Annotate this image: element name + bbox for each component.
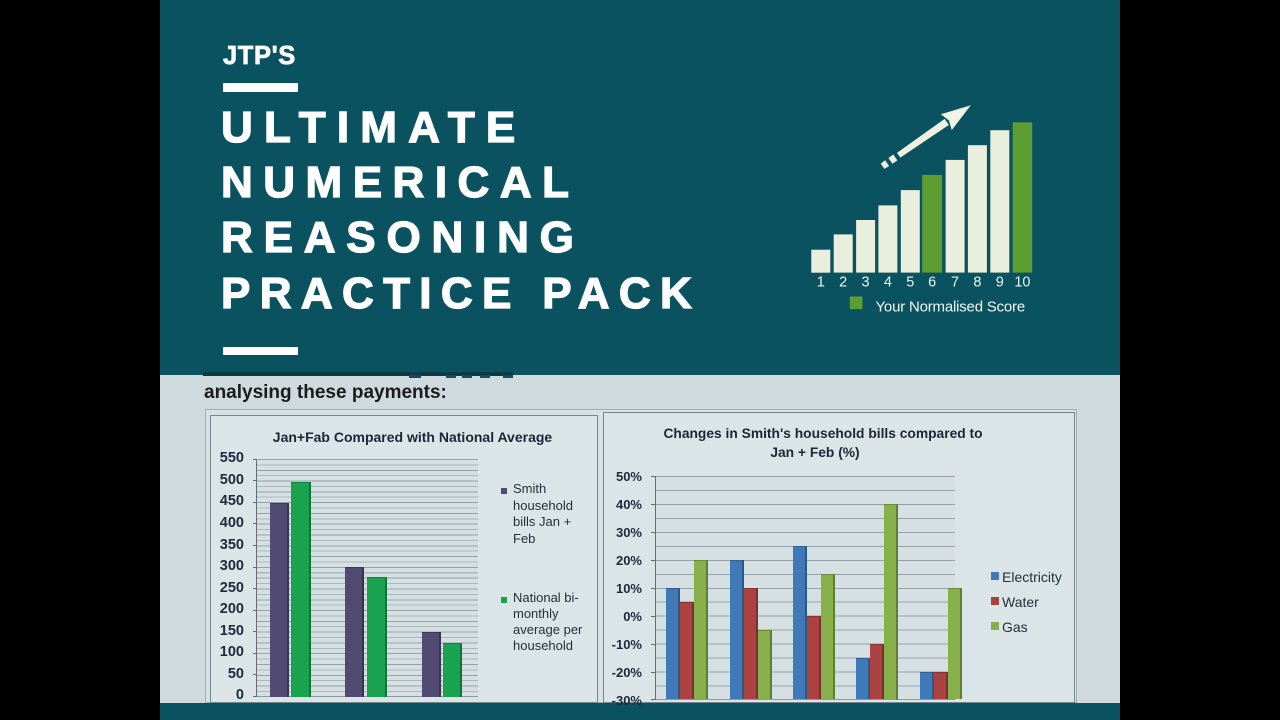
svg-text:1: 1: [817, 275, 825, 291]
svg-text:5: 5: [906, 275, 914, 291]
svg-text:3: 3: [862, 275, 870, 291]
svg-text:10: 10: [1014, 275, 1030, 291]
svg-text:2: 2: [839, 275, 847, 291]
svg-text:8: 8: [973, 275, 981, 291]
svg-text:7: 7: [951, 275, 959, 291]
svg-text:9: 9: [996, 275, 1004, 291]
svg-text:6: 6: [928, 275, 936, 291]
svg-text:4: 4: [884, 275, 892, 291]
svg-text:Your Normalised Score: Your Normalised Score: [876, 298, 1025, 315]
